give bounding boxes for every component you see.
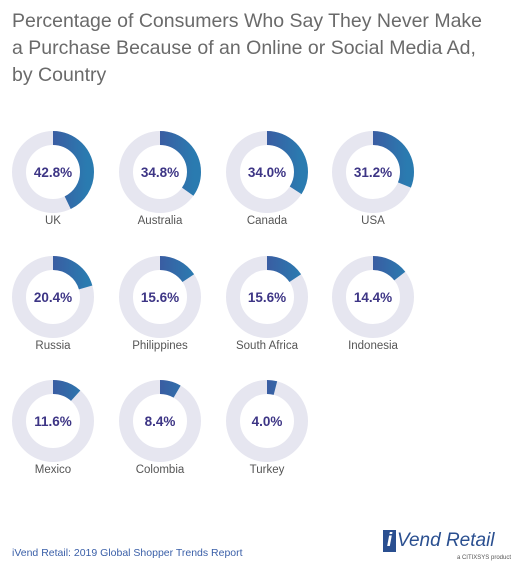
donut-usa: 31.2% USA (332, 131, 414, 227)
category-label: UK (45, 215, 61, 227)
donut-arc (119, 256, 201, 338)
value-label: 15.6% (141, 290, 179, 305)
donut-uk: 42.8% UK (12, 131, 94, 227)
donut-arc (12, 256, 94, 338)
category-label: Canada (247, 215, 288, 227)
donut-colombia: 8.4% Colombia (119, 380, 201, 476)
donut-philippines: 15.6% Philippines (119, 256, 201, 352)
value-label: 4.0% (252, 414, 283, 429)
donut-arc (226, 256, 308, 338)
value-label: 15.6% (248, 290, 286, 305)
value-label: 31.2% (354, 165, 392, 180)
donut-arc (12, 131, 94, 213)
category-label: Australia (138, 215, 183, 227)
chart-title: Percentage of Consumers Who Say They Nev… (12, 10, 483, 86)
donut-canada: 34.0% Canada (226, 131, 308, 227)
donut-mexico: 11.6% Mexico (12, 380, 94, 476)
logo-wordmark: i Vend Retail (383, 530, 495, 552)
donut-arc (226, 380, 308, 462)
value-label: 42.8% (34, 165, 72, 180)
category-label: Turkey (250, 464, 285, 476)
donut-arc (226, 131, 308, 213)
value-label: 34.0% (248, 165, 286, 180)
category-label: USA (361, 215, 385, 227)
value-label: 34.8% (141, 165, 179, 180)
donut-arc (119, 131, 201, 213)
donut-arc (12, 380, 94, 462)
donut-turkey: 4.0% Turkey (226, 380, 308, 476)
category-label: Mexico (35, 464, 71, 476)
logo-subtitle: a CITIXSYS product (456, 555, 511, 561)
value-label: 8.4% (145, 414, 176, 429)
category-label: Philippines (132, 340, 188, 352)
category-label: South Africa (236, 340, 299, 352)
donut-indonesia: 14.4% Indonesia (332, 256, 414, 352)
source-note: iVend Retail: 2019 Global Shopper Trends… (12, 547, 243, 559)
value-label: 20.4% (34, 290, 72, 305)
value-label: 11.6% (34, 414, 72, 429)
value-label: 14.4% (354, 290, 392, 305)
donut-arc (119, 380, 201, 462)
donut-arc (332, 131, 414, 213)
donut-russia: 20.4% Russia (12, 256, 94, 352)
donut-australia: 34.8% Australia (119, 131, 201, 227)
category-label: Russia (35, 340, 71, 352)
category-label: Colombia (136, 464, 185, 476)
logo-text: Vend Retail (397, 530, 495, 551)
category-label: Indonesia (348, 340, 398, 352)
donut-south-africa: 15.6% South Africa (226, 256, 308, 352)
donut-arc (332, 256, 414, 338)
logo-i-mark: i (383, 530, 396, 552)
ivend-retail-logo: i Vend Retail a CITIXSYS product (383, 530, 513, 566)
